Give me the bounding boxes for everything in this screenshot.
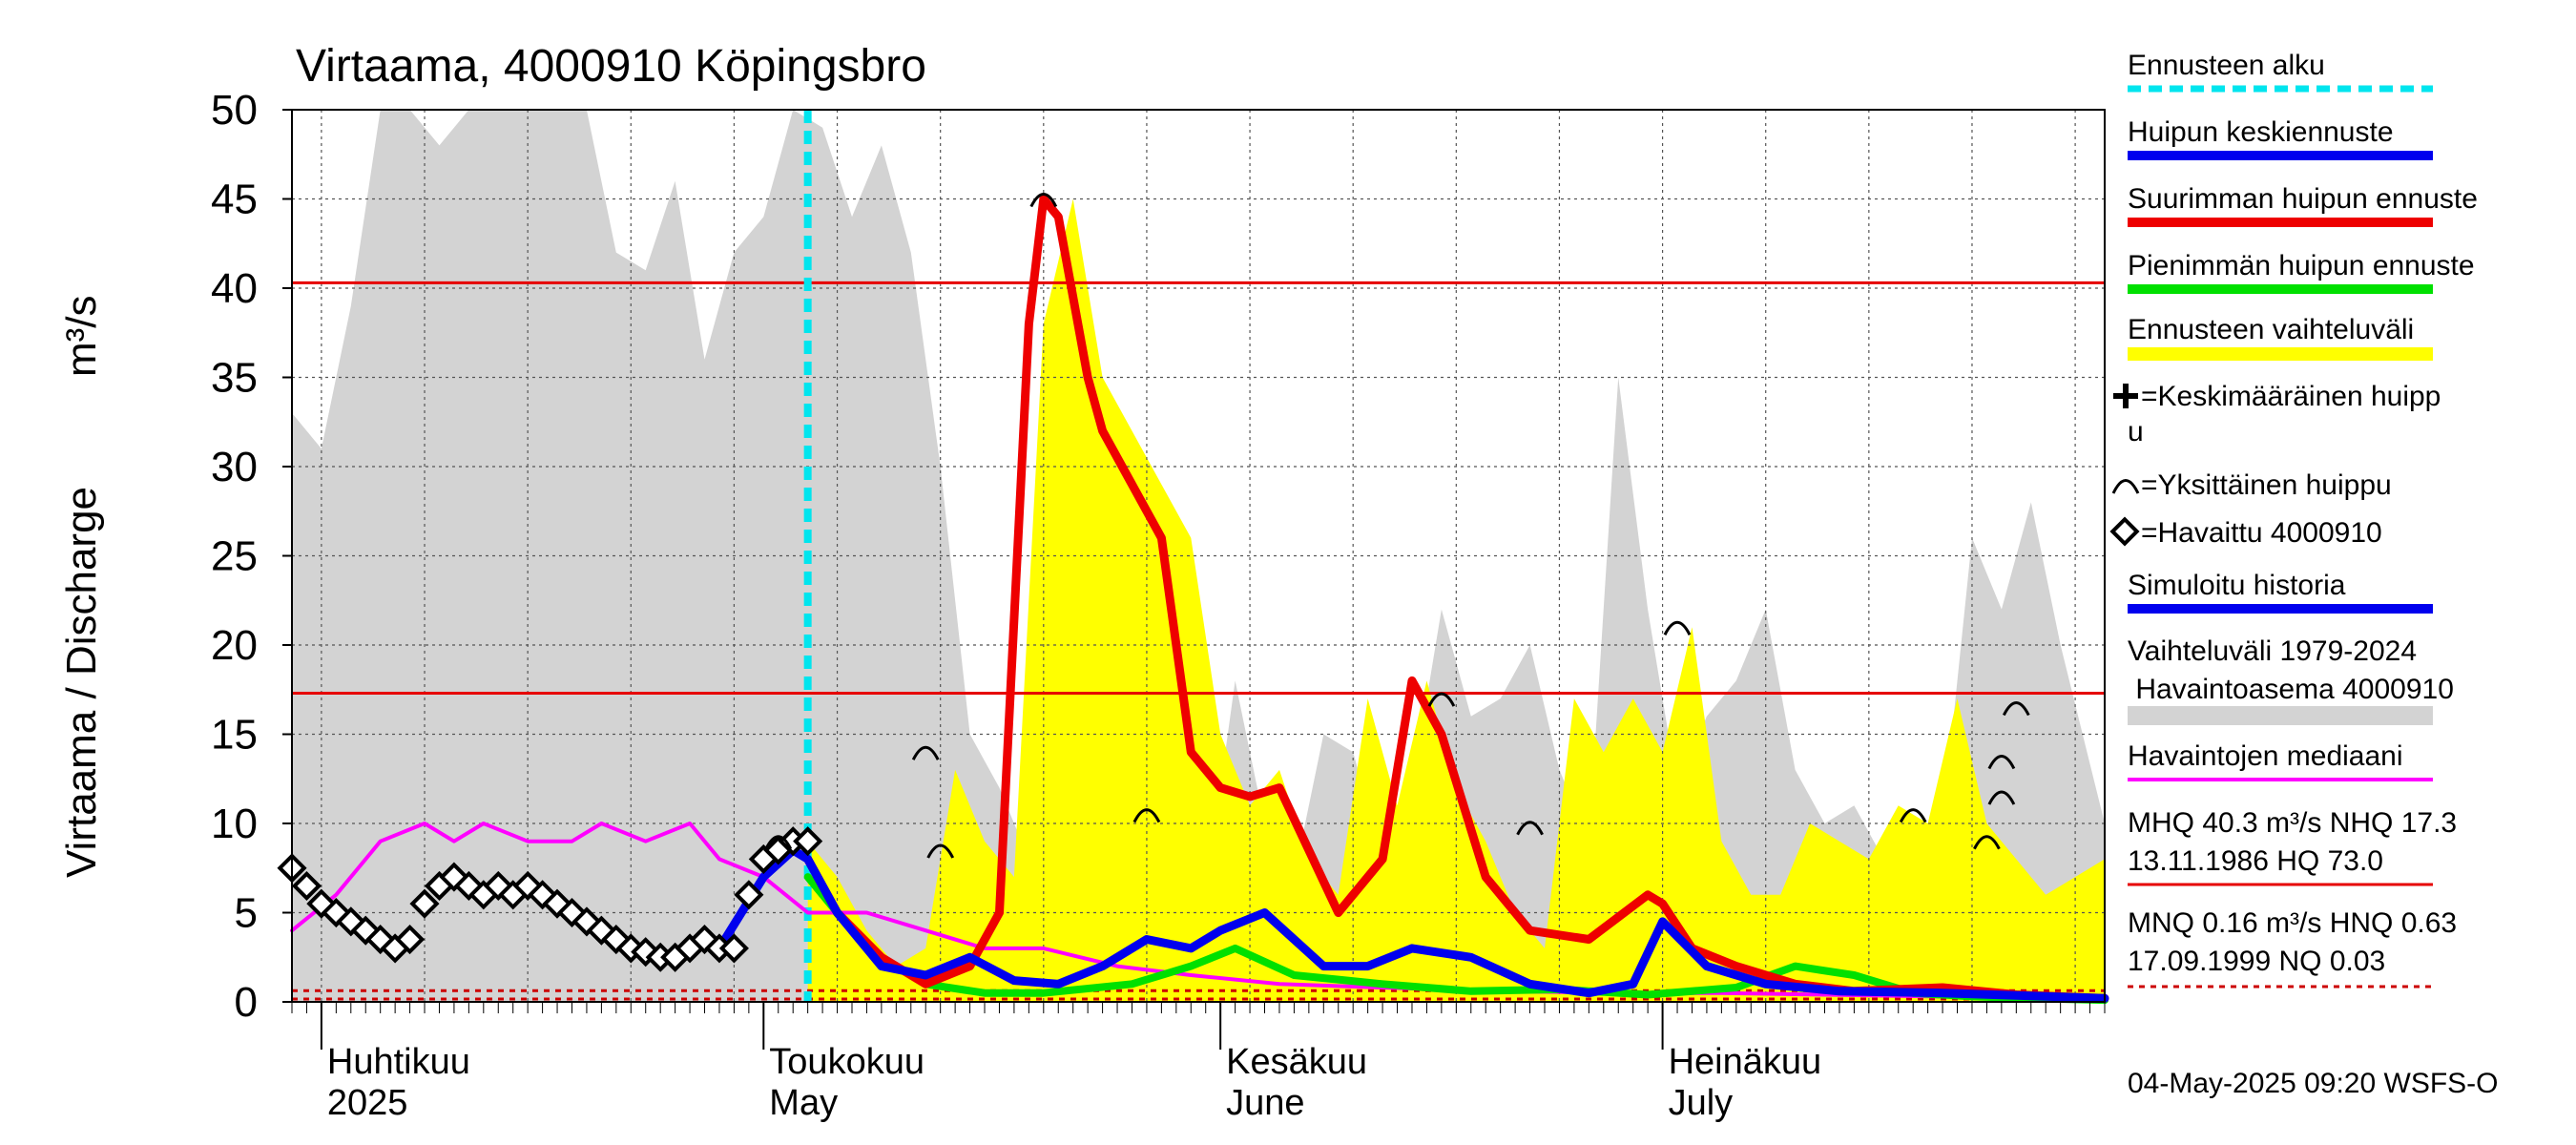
plot-area: [277, 109, 2109, 1005]
y-tick-label: 20: [211, 622, 258, 669]
legend-nq-line2: 17.09.1999 NQ 0.03: [2128, 946, 2385, 977]
peak-arc: [1973, 835, 2001, 850]
observed-marker: [394, 924, 426, 955]
peak-arc: [1132, 808, 1161, 823]
arc-peak-icon: [2111, 479, 2140, 494]
legend-label-historical-station: Havaintoasema 4000910: [2128, 674, 2454, 705]
observed-marker: [291, 870, 322, 902]
y-tick-label: 10: [211, 801, 258, 847]
y-axis-label: Virtaama / Discharge: [58, 487, 105, 878]
peak-arc: [764, 835, 793, 850]
month-label-fi: Toukokuu: [769, 1042, 924, 1082]
peak-arc: [1987, 755, 2016, 770]
peak-arc: [2002, 701, 2030, 717]
observed-marker: [793, 826, 823, 857]
month-label-fi: Huhtikuu: [327, 1042, 470, 1082]
month-label-en: June: [1226, 1083, 1304, 1123]
legend-label-mean-peak-symbol-cont: u: [2128, 416, 2144, 448]
legend-label-max-peak-forecast: Suurimman huipun ennuste: [2128, 183, 2478, 215]
chart-title: Virtaama, 4000910 Köpingsbro: [296, 41, 926, 92]
peak-arc: [1987, 790, 2016, 805]
peak-arc: [1663, 620, 1692, 635]
legend-label-historical-range: Vaihteluväli 1979-2024: [2128, 635, 2417, 667]
observed-marker: [718, 933, 749, 964]
month-label-en: July: [1669, 1083, 1734, 1123]
y-tick-label: 15: [211, 712, 258, 759]
legend-label-observed-symbol: =Havaittu 4000910: [2141, 517, 2382, 549]
peak-arc: [1899, 808, 1927, 823]
y-axis-unit: m³/s: [58, 295, 105, 377]
y-axis-ticks: 0 5 10 15 20 25 30 35 40 45 50: [211, 87, 292, 1026]
peak-arc: [911, 745, 940, 760]
plus-icon: [2113, 384, 2138, 408]
legend-label-mean-peak-symbol: =Keskimääräinen huipp: [2141, 381, 2441, 412]
legend: Ennusteen alku Huipun keskiennuste Suuri…: [2109, 50, 2478, 989]
legend-label-forecast-start: Ennusteen alku: [2128, 50, 2325, 81]
legend-hq-line1: MHQ 40.3 m³/s NHQ 17.3: [2128, 807, 2457, 839]
legend-hq-line2: 13.11.1986 HQ 73.0: [2128, 845, 2383, 877]
y-tick-label: 35: [211, 355, 258, 402]
legend-swatch-historical-range: [2128, 706, 2433, 725]
timestamp: 04-May-2025 09:20 WSFS-O: [2128, 1068, 2499, 1099]
y-tick-label: 40: [211, 265, 258, 312]
peak-arc: [1516, 821, 1544, 836]
peak-arc: [1427, 692, 1456, 707]
legend-label-forecast-range: Ennusteen vaihteluväli: [2128, 314, 2414, 345]
diamond-marker-icon: [2109, 516, 2140, 547]
month-label-fi: Heinäkuu: [1669, 1042, 1822, 1082]
series-line-2: [803, 195, 2109, 1003]
legend-label-single-peak-symbol: =Yksittäinen huippu: [2141, 469, 2392, 501]
observed-marker: [409, 888, 440, 919]
y-tick-label: 25: [211, 533, 258, 580]
y-tick-label: 45: [211, 177, 258, 223]
series-line-3: [715, 845, 2109, 1003]
legend-label-simulated-history: Simuloitu historia: [2128, 570, 2346, 601]
legend-label-median: Havaintojen mediaani: [2128, 740, 2403, 772]
band-area-1: [807, 198, 2106, 1002]
y-tick-label: 0: [235, 979, 258, 1026]
legend-swatch-forecast-range: [2128, 347, 2433, 361]
month-label-en: May: [769, 1083, 838, 1123]
legend-label-mean-peak-forecast: Huipun keskiennuste: [2128, 116, 2394, 148]
month-label-en: 2025: [327, 1083, 408, 1123]
month-label-fi: Kesäkuu: [1226, 1042, 1367, 1082]
y-tick-label: 50: [211, 87, 258, 134]
peak-arc: [1029, 193, 1058, 208]
legend-label-min-peak-forecast: Pienimmän huipun ennuste: [2128, 250, 2475, 281]
legend-nq-line1: MNQ 0.16 m³/s HNQ 0.63: [2128, 907, 2457, 939]
y-tick-label: 30: [211, 444, 258, 490]
y-tick-label: 5: [235, 890, 258, 937]
observed-marker: [734, 880, 764, 910]
peak-arc: [926, 843, 955, 859]
